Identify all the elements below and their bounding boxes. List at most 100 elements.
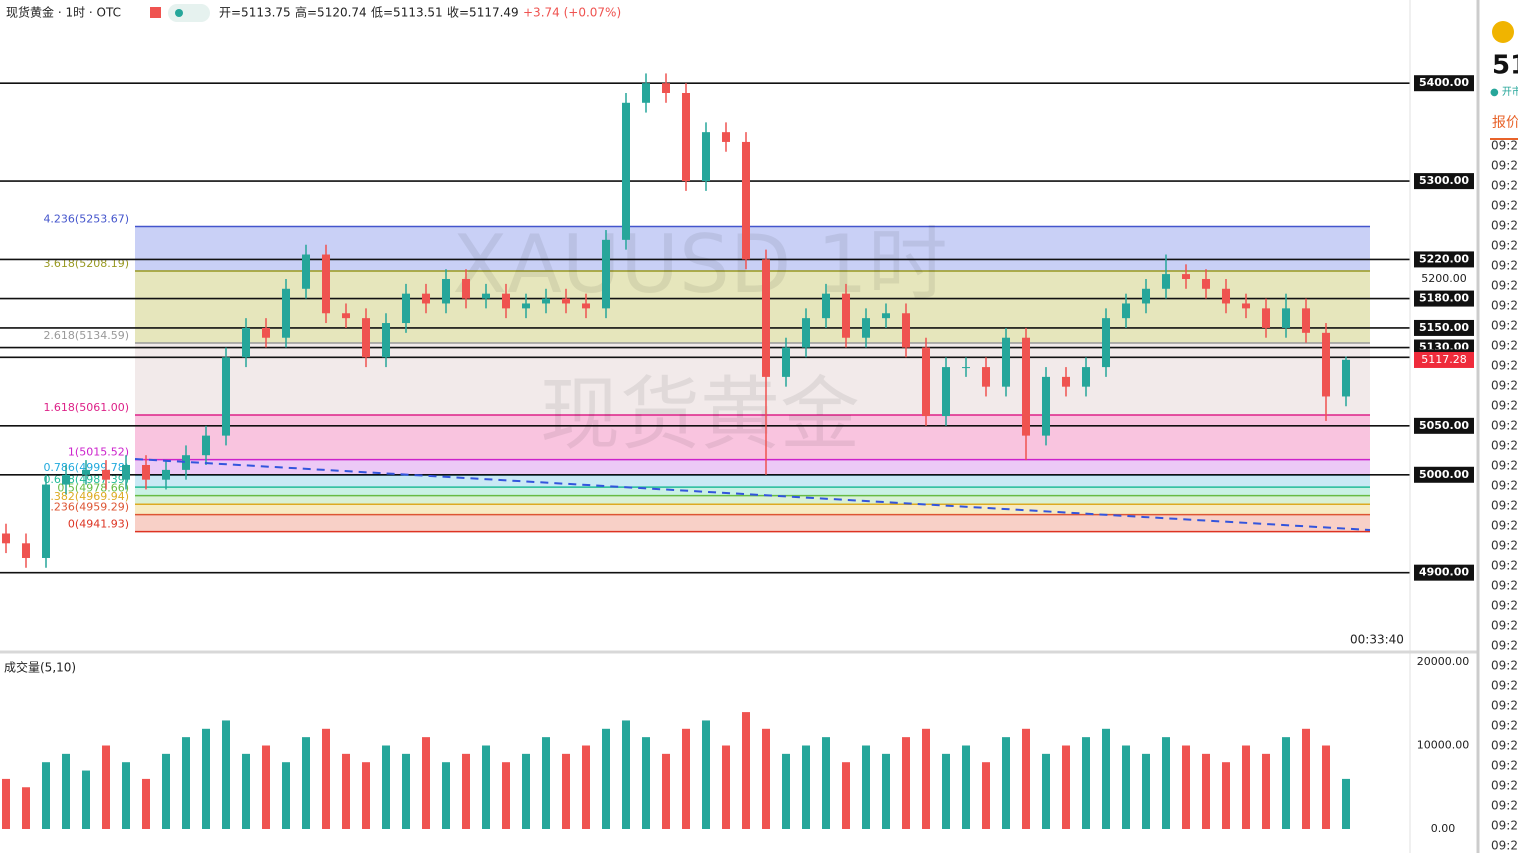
candle-body	[302, 254, 310, 289]
candle-body	[1342, 359, 1350, 397]
side-time: 09:2	[1491, 339, 1518, 353]
volume-bar	[382, 745, 390, 829]
candle-body	[522, 303, 530, 309]
fib-band	[135, 415, 1370, 460]
volume-bar	[862, 745, 870, 829]
candle-body	[242, 327, 250, 358]
volume-tick-label: 10000.00	[1417, 739, 1470, 752]
side-time: 09:2	[1491, 279, 1518, 293]
candle-body	[322, 254, 330, 314]
candle-body	[562, 298, 570, 304]
volume-bar	[1182, 745, 1190, 829]
candle-body	[762, 259, 770, 377]
candle-body	[782, 347, 790, 377]
candle-body	[1322, 332, 1330, 397]
side-time: 09:2	[1491, 459, 1518, 473]
volume-bar	[242, 753, 250, 829]
volume-bar	[302, 737, 310, 829]
volume-bar	[1262, 753, 1270, 829]
fib-band	[135, 504, 1370, 515]
volume-bar	[1342, 778, 1350, 829]
side-status: ● 开市	[1490, 85, 1518, 98]
volume-bar	[402, 753, 410, 829]
volume-bar	[842, 762, 850, 829]
candle-body	[962, 367, 970, 369]
candle-body	[442, 278, 450, 304]
volume-bar	[142, 778, 150, 829]
volume-bar	[262, 745, 270, 829]
candle-body	[362, 318, 370, 358]
level-tag	[1414, 319, 1474, 336]
volume-bar	[122, 762, 130, 829]
fib-band	[135, 474, 1370, 488]
volume-bar	[1142, 753, 1150, 829]
y-tick-label: 5400.00	[1419, 76, 1469, 89]
flag	[150, 7, 161, 18]
candle-body	[22, 543, 30, 558]
fib-band	[135, 514, 1370, 532]
side-time: 09:2	[1491, 659, 1518, 673]
candle-body	[622, 102, 630, 240]
volume-bar	[742, 712, 750, 829]
fib-band	[135, 487, 1370, 496]
volume-bar	[82, 770, 90, 829]
side-time: 09:2	[1491, 739, 1518, 753]
candle-body	[462, 278, 470, 299]
candle-body	[1042, 376, 1050, 436]
volume-bar	[1062, 745, 1070, 829]
ohlc-close: 收=5117.49	[447, 6, 519, 20]
fib-label: 0(4941.93)	[68, 518, 129, 531]
volume-bar	[2, 778, 10, 829]
candle-body	[382, 323, 390, 358]
volume-bar	[42, 762, 50, 829]
candle-body	[82, 469, 90, 475]
fib-label: 2.618(5134.59)	[43, 329, 129, 342]
volume-bar	[1202, 753, 1210, 829]
y-tick-label: 5200.00	[1421, 272, 1467, 285]
side-time: 09:2	[1491, 399, 1518, 413]
candle-body	[742, 141, 750, 260]
candle-body	[1062, 376, 1070, 387]
side-time: 09:2	[1491, 779, 1518, 793]
ohlc-open: 开=5113.75	[219, 6, 291, 20]
volume-bar	[362, 762, 370, 829]
side-time: 09:2	[1491, 579, 1518, 593]
level-tag	[1414, 564, 1474, 581]
side-time: 09:2	[1491, 299, 1518, 313]
volume-bar	[342, 753, 350, 829]
candle-body	[662, 83, 670, 93]
volume-bar	[1042, 753, 1050, 829]
y-tick-label: 5300.00	[1419, 174, 1469, 187]
fib-label: 0.382(4969.94)	[43, 490, 129, 503]
side-time: 09:2	[1491, 539, 1518, 553]
y-tick-label: 5000.00	[1419, 468, 1469, 481]
y-tick-label: 5050.00	[1419, 419, 1469, 432]
candle-body	[1242, 303, 1250, 309]
last-price-label: 5117.28	[1421, 353, 1467, 366]
side-time: 09:2	[1491, 219, 1518, 233]
level-tag	[1414, 290, 1474, 307]
side-time: 09:2	[1491, 559, 1518, 573]
candle-body	[702, 132, 710, 182]
side-time: 09:2	[1491, 319, 1518, 333]
volume-bar	[542, 737, 550, 829]
candle-body	[262, 327, 270, 338]
y-tick-label: 5180.00	[1419, 292, 1469, 305]
side-time: 09:2	[1491, 179, 1518, 193]
candle-body	[422, 293, 430, 304]
candle-body	[162, 469, 170, 480]
side-time: 09:2	[1491, 619, 1518, 633]
fib-band	[135, 495, 1370, 505]
level-tag	[1414, 75, 1474, 92]
candle-body	[1302, 308, 1310, 333]
fib-bands: 4.236(5253.67) 3.618(5208.19) 2.618(5134.5…	[43, 212, 1370, 533]
volume-tick-label: 0.00	[1431, 822, 1456, 835]
volume-bar	[1242, 745, 1250, 829]
candle-body	[42, 484, 50, 558]
candle-body	[222, 357, 230, 436]
candle-body	[582, 303, 590, 309]
candle-body	[602, 239, 610, 309]
fib-label: 1.618(5061.00)	[43, 401, 129, 414]
volume-bar	[442, 762, 450, 829]
candle-body	[682, 92, 690, 182]
